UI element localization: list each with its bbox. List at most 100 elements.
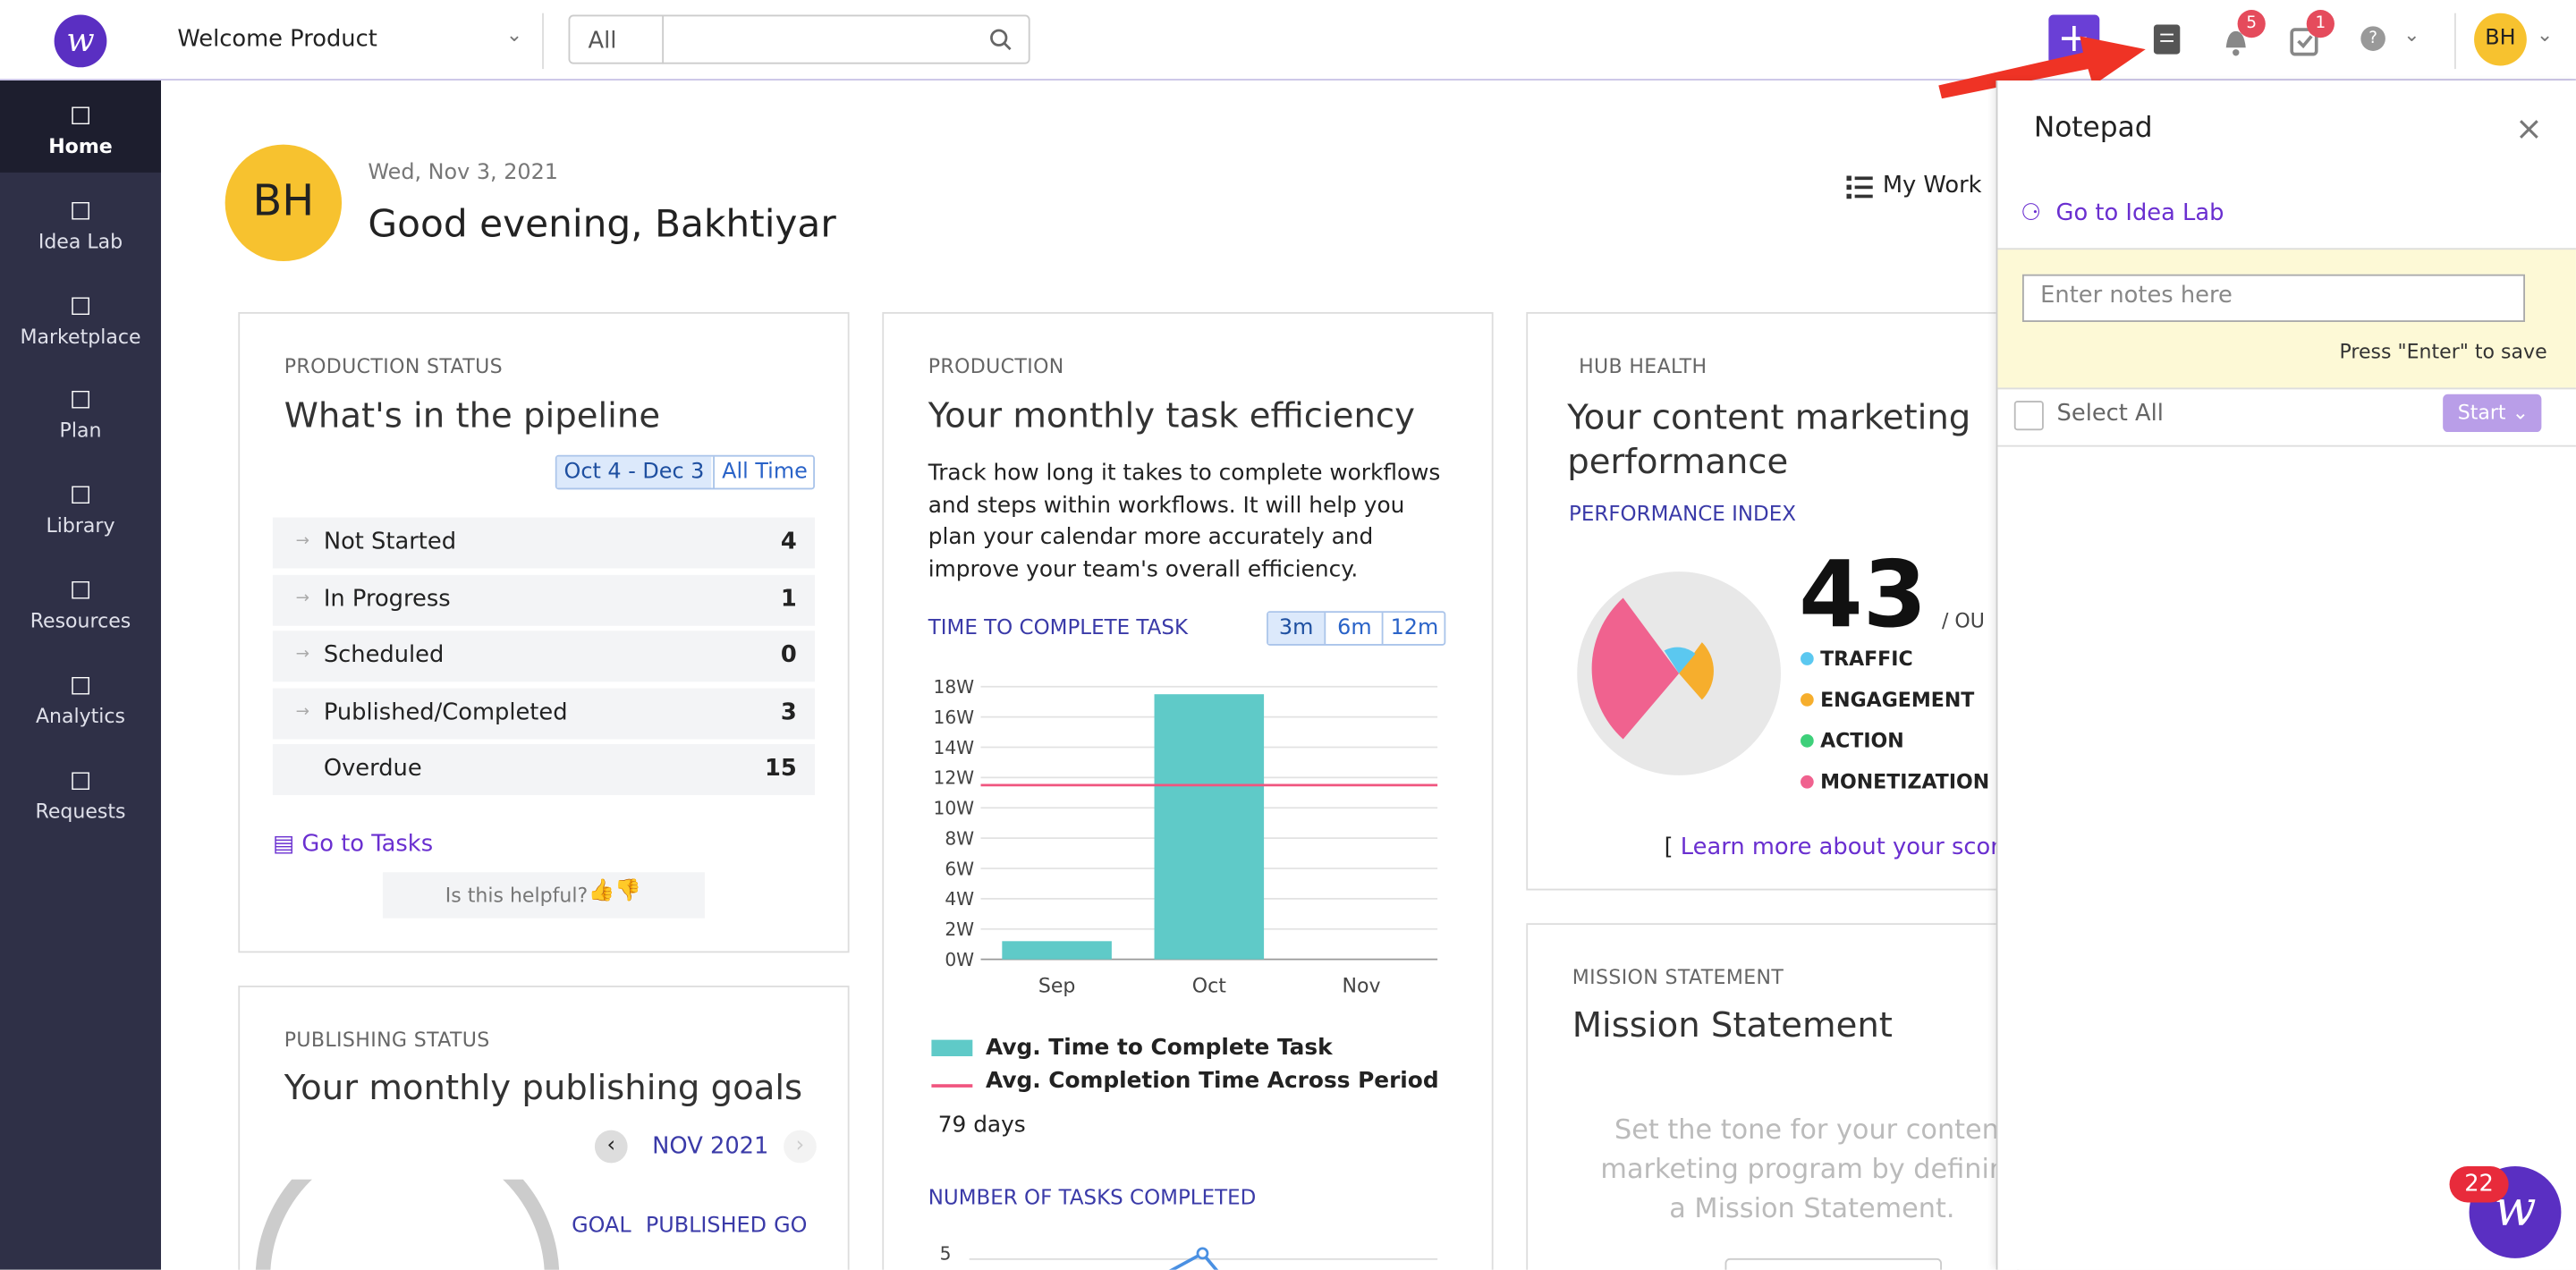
legend-dot (1801, 775, 1814, 789)
row-count: 1 (780, 585, 797, 613)
row-count: 4 (780, 529, 797, 555)
greeting-title: Good evening, Bakhtiyar (368, 203, 836, 247)
nav-item[interactable]: Marketplace (20, 324, 141, 348)
range-option-active[interactable]: Oct 4 - Dec 3 (556, 456, 712, 488)
search-scope[interactable]: All (588, 28, 617, 55)
status-row[interactable]: Overdue 15 (272, 744, 816, 795)
card-kicker: PUBLISHING STATUS (284, 1028, 490, 1052)
prev-month[interactable]: ‹ (594, 1130, 628, 1164)
search-icon[interactable] (989, 28, 1013, 51)
shape (255, 1179, 560, 1270)
shape (1846, 184, 1852, 190)
select-all-label: Select All (2056, 401, 2164, 428)
notepad-icon[interactable] (2152, 23, 2182, 56)
nav-item[interactable]: Home (48, 134, 113, 158)
row-count: 15 (765, 755, 797, 783)
status-row[interactable]: → Not Started 4 (272, 517, 816, 569)
notes-hint: Press "Enter" to save (2339, 340, 2547, 363)
my-work-button[interactable]: My Work (1882, 172, 1982, 199)
card-kicker: HUB HEALTH (1579, 354, 1707, 378)
help-icon[interactable]: ? (2360, 26, 2385, 51)
product-selector[interactable]: Welcome Product (177, 26, 377, 53)
range-option-active[interactable]: 3m (1267, 613, 1325, 644)
bar (1002, 941, 1112, 960)
card-title: Your content marketing performance (1567, 397, 1971, 482)
goal-gauge (255, 1179, 560, 1270)
tasks-icon[interactable] (2289, 25, 2322, 58)
greeting-avatar: BH (225, 144, 343, 262)
y-tick-label: 16W (934, 707, 975, 728)
nav-icon: □ (69, 197, 92, 224)
notes-placeholder: Enter notes here (2040, 282, 2233, 309)
row-count: 0 (780, 642, 797, 669)
column-header: GOAL (572, 1214, 631, 1239)
tasks-badge: 1 (2306, 10, 2334, 38)
idea-lab-link[interactable]: ⚆ Go to Idea Lab (2021, 200, 2224, 227)
nav-item[interactable]: Library (46, 514, 115, 538)
status-row[interactable]: → Scheduled 0 (272, 631, 816, 682)
card-title: Your monthly publishing goals (284, 1067, 803, 1107)
range-option[interactable]: 12m (1381, 613, 1446, 644)
notepad-title: Notepad (2033, 111, 2153, 145)
shape (1004, 42, 1012, 51)
bar (1154, 694, 1265, 960)
nav-item[interactable]: Resources (30, 609, 131, 633)
list-icon (1846, 175, 1873, 199)
bell-icon[interactable] (2219, 25, 2252, 58)
shape (1196, 1247, 1209, 1260)
range-option[interactable]: All Time (713, 456, 815, 488)
start-button[interactable]: Start ⌄ (2443, 394, 2542, 433)
go-to-tasks-link[interactable]: ▤ Go to Tasks (272, 831, 434, 858)
y-tick-label: 2W (945, 919, 974, 940)
row-label: Overdue (323, 755, 422, 783)
row-label: In Progress (323, 585, 451, 613)
status-row[interactable]: → In Progress 1 (272, 573, 816, 625)
y-tick-label: 4W (945, 888, 974, 910)
logo[interactable]: w (54, 14, 107, 68)
performance-polar-chart (1577, 572, 1781, 775)
status-row[interactable]: → Published/Completed 3 (272, 687, 816, 739)
shape (1168, 1251, 1219, 1270)
nav-item[interactable]: Requests (35, 799, 126, 823)
sidebar (0, 80, 161, 1270)
row-label: Not Started (323, 529, 457, 555)
chart-label: TIME TO COMPLETE TASK (928, 614, 1189, 639)
user-avatar[interactable]: BH (2474, 13, 2527, 66)
card-title: Mission Statement (1572, 1005, 1893, 1046)
legend-label: MONETIZATION (1820, 770, 1990, 794)
nav-item[interactable]: Plan (59, 419, 102, 443)
link-text: Learn more about your score (1680, 834, 2014, 861)
legend-dot (1801, 693, 1814, 707)
mission-button[interactable] (1724, 1257, 1942, 1270)
greeting-date: Wed, Nov 3, 2021 (368, 160, 558, 186)
nav-icon: □ (69, 101, 92, 129)
legend-swatch (931, 1084, 973, 1088)
shape (1854, 176, 1873, 181)
column-header: PUBLISHED (645, 1214, 767, 1239)
chart-label: NUMBER OF TASKS COMPLETED (928, 1184, 1257, 1209)
nav-item[interactable]: Idea Lab (38, 229, 123, 253)
nav-item[interactable]: Analytics (35, 704, 126, 728)
y-tick-label: 6W (945, 858, 974, 879)
close-button[interactable]: × (2514, 108, 2543, 148)
search-box (568, 14, 1030, 64)
y-tick-label: 12W (934, 767, 975, 789)
button-text: Start (2457, 401, 2506, 424)
shape (1664, 647, 1696, 674)
notes-input[interactable] (2021, 274, 2526, 322)
thumbs[interactable]: 👍👎 (588, 878, 642, 904)
chevron: ⌄ (2536, 22, 2554, 47)
learn-more-link[interactable]: [ Learn more about your score (1664, 834, 2014, 861)
feedback-box (382, 872, 705, 919)
link-text: Go to Idea Lab (2055, 200, 2224, 227)
shape (2297, 35, 2313, 49)
select-all-checkbox[interactable] (2013, 401, 2044, 431)
row-arrow: → (295, 702, 310, 721)
legend-swatch (931, 1039, 973, 1056)
range-option[interactable]: 6m (1324, 613, 1383, 644)
row-arrow: → (295, 588, 310, 607)
feedback-text: Is this helpful? (445, 884, 589, 907)
tasks-line (1168, 1247, 1219, 1270)
y-tick-label: 14W (934, 737, 975, 758)
